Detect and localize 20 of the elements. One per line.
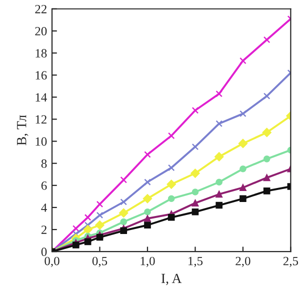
y-tick-label: 20 xyxy=(35,26,47,36)
y-tick-label: 0 xyxy=(41,248,47,256)
x-tick-label: 1,0 xyxy=(140,256,155,268)
y-axis-title: B, Тл xyxy=(17,115,28,146)
y-tick-label: 16 xyxy=(36,71,47,80)
y-tick-label: 14 xyxy=(36,93,47,102)
y-tick-label: 4 xyxy=(41,204,47,212)
y-tick-label: 18 xyxy=(36,49,47,58)
x-tick-label: 2,5 xyxy=(283,256,298,268)
y-tick-label: 6 xyxy=(41,181,47,190)
x-tick-label: 2,0 xyxy=(236,256,250,268)
y-tick-label: 22 xyxy=(35,4,46,14)
x-axis-title: I, A xyxy=(161,274,182,286)
y-tick-label: 2 xyxy=(41,226,46,234)
x-tick-label: 0,5 xyxy=(92,256,108,268)
y-tick-label: 8 xyxy=(41,159,47,168)
x-tick-label: 0,0 xyxy=(44,256,60,268)
y-tick-label: 10 xyxy=(36,137,47,146)
x-tick-label: 1,5 xyxy=(188,256,203,268)
y-tick-label: 12 xyxy=(36,115,46,124)
